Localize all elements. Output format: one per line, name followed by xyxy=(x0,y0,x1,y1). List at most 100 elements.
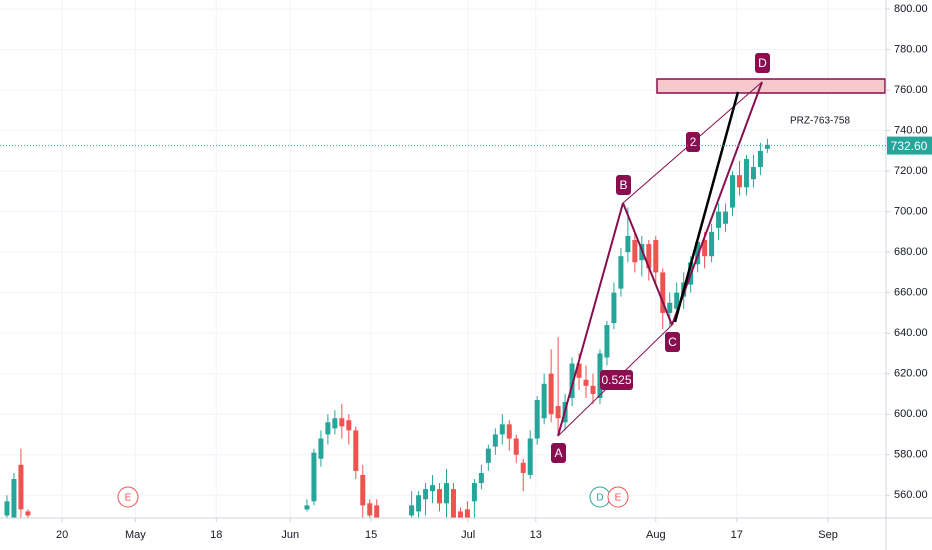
candle-body xyxy=(632,239,638,263)
point-badge xyxy=(551,443,566,463)
candle-body xyxy=(541,383,547,419)
y-tick-label: 780.00 xyxy=(894,43,928,55)
ratio-badge xyxy=(686,132,700,152)
candle-body xyxy=(660,272,666,313)
candles xyxy=(4,138,770,518)
candle-body xyxy=(492,434,498,447)
candle-body xyxy=(360,474,366,506)
candle-body xyxy=(430,485,436,492)
event-marker xyxy=(117,486,139,508)
candle-body xyxy=(471,483,477,502)
candle-body xyxy=(618,256,624,289)
y-tick-label: 760.00 xyxy=(894,84,928,96)
ratio-label: 2 xyxy=(690,135,697,149)
candle-body xyxy=(653,239,659,273)
y-tick-label: 600.00 xyxy=(894,408,928,420)
candle-body xyxy=(506,424,512,439)
candle-body xyxy=(716,211,722,228)
candle-body xyxy=(18,464,24,510)
candle-body xyxy=(527,438,533,475)
candle-body xyxy=(667,302,673,313)
candle-body xyxy=(325,422,331,435)
point-label: B xyxy=(619,178,627,192)
candle-body xyxy=(576,363,582,378)
candle-body xyxy=(764,144,770,149)
point-badge xyxy=(755,53,770,73)
candle-body xyxy=(743,158,749,188)
y-tick-label: 640.00 xyxy=(894,327,928,339)
candle-body xyxy=(464,509,470,518)
point-label: D xyxy=(758,56,767,70)
candle-body xyxy=(534,400,540,439)
candle-body xyxy=(674,292,680,309)
point-label: C xyxy=(668,335,677,349)
x-tick-label: Jun xyxy=(281,529,299,541)
y-tick-label: 620.00 xyxy=(894,368,928,380)
y-tick-label: 720.00 xyxy=(894,165,928,177)
candle-body xyxy=(25,511,31,516)
ratio-label: 0.525 xyxy=(601,373,631,387)
candle-body xyxy=(339,418,345,427)
x-tick-label: 18 xyxy=(210,529,222,541)
x-tick-label: 17 xyxy=(731,529,743,541)
y-tick-label: 560.00 xyxy=(894,489,928,501)
event-label: E xyxy=(615,493,622,504)
x-tick-label: 15 xyxy=(365,529,377,541)
candle-body xyxy=(625,235,631,253)
axes: 560.00 580.00 600.00 620.00 640.00 660.00 680.… xyxy=(0,3,932,541)
candle-body xyxy=(450,489,456,518)
candle-body xyxy=(346,420,352,431)
candle-body xyxy=(590,385,596,394)
event-label: E xyxy=(125,493,132,504)
candle-body xyxy=(457,511,463,518)
candle-body xyxy=(353,430,359,471)
candle-body xyxy=(569,363,575,398)
candle-body xyxy=(723,211,729,224)
x-tick-label: May xyxy=(125,529,146,541)
candle-body xyxy=(646,244,652,269)
candle-body xyxy=(520,462,526,473)
harmonic-pattern: A B C D 2 0.525 PRZ-763-758 xyxy=(551,53,886,463)
candle-body xyxy=(367,503,373,516)
candle-body xyxy=(757,150,763,168)
candle-body xyxy=(604,325,610,358)
x-tick-label: 13 xyxy=(530,529,542,541)
pattern-leg xyxy=(557,202,624,437)
last-price-label: 732.60 xyxy=(891,139,928,153)
event-markers: E D E xyxy=(117,486,629,508)
candle-body xyxy=(443,483,449,504)
y-tick-label: 580.00 xyxy=(894,449,928,461)
y-tick-label: 800.00 xyxy=(894,3,928,15)
point-badge xyxy=(665,332,680,352)
candle-body xyxy=(423,489,429,500)
last-price-badge xyxy=(887,136,932,155)
candle-body xyxy=(478,472,484,484)
candle-body xyxy=(332,418,338,429)
candle-body xyxy=(583,379,589,386)
y-tick-label: 660.00 xyxy=(894,287,928,299)
candle-body xyxy=(709,231,715,257)
candle-body xyxy=(485,448,491,463)
candle-body xyxy=(597,353,603,398)
y-tick-label: 680.00 xyxy=(894,246,928,258)
y-tick-label: 700.00 xyxy=(894,206,928,218)
trend-line xyxy=(673,91,740,323)
candle-body xyxy=(736,175,742,188)
point-badge xyxy=(616,175,631,195)
zone-label: PRZ-763-758 xyxy=(790,116,850,127)
candle-body xyxy=(702,239,708,257)
candle-body xyxy=(499,424,505,435)
x-tick-label: Aug xyxy=(646,529,666,541)
candle-body xyxy=(304,505,310,510)
candle-body xyxy=(555,406,561,419)
candle-body xyxy=(437,489,443,504)
ratio-badge xyxy=(600,370,633,390)
candle-body xyxy=(730,175,736,208)
x-tick-label: Sep xyxy=(818,529,838,541)
candle-body xyxy=(513,438,519,455)
candle-body xyxy=(611,292,617,324)
candle-body xyxy=(548,373,554,415)
point-label: A xyxy=(554,446,562,460)
pattern-leg xyxy=(622,202,673,326)
